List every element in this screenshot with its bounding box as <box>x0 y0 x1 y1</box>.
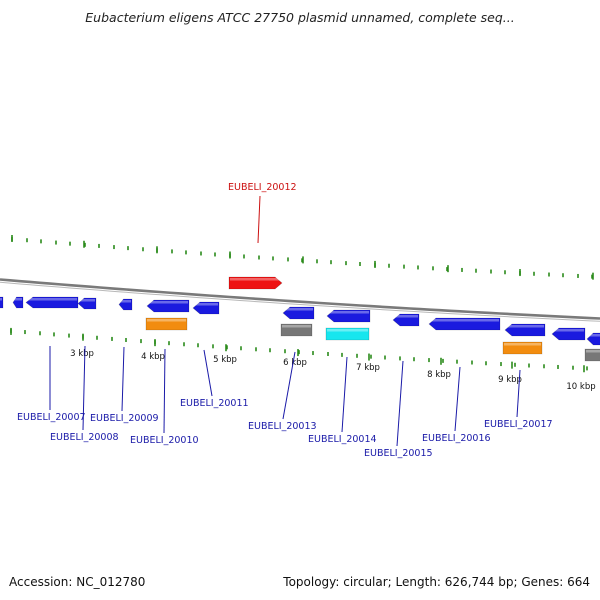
gene-highlight <box>0 298 2 301</box>
gene-feature <box>25 296 79 309</box>
gene-feature <box>586 332 600 346</box>
gene-feature <box>326 309 371 323</box>
scale-label: 9 kbp <box>498 375 522 385</box>
gene-leader-line <box>121 346 125 412</box>
accession-text: Accession: NC_012780 <box>9 575 146 589</box>
gene-highlight <box>194 303 218 306</box>
gene-highlight <box>504 343 541 346</box>
gene-highlight <box>506 325 544 328</box>
gene-highlight <box>430 319 499 322</box>
gene-feature <box>12 296 24 309</box>
gene-highlight <box>79 299 95 302</box>
gene-label: EUBELI_20014 <box>308 434 377 445</box>
gene-feature <box>228 276 283 290</box>
topology-summary: Topology: circular; Length: 626,744 bp; … <box>283 575 590 589</box>
gene-feature <box>392 313 420 327</box>
gene-highlight <box>327 329 368 332</box>
gene-leader-line <box>82 345 86 431</box>
gene-feature <box>280 323 313 337</box>
backbone-shadow <box>0 281 600 322</box>
gene-feature <box>118 298 133 311</box>
scale-label: 3 kbp <box>70 349 94 359</box>
gene-label: EUBELI_20012 <box>228 182 297 193</box>
gene-label: EUBELI_20007 <box>17 412 86 423</box>
gene-feature <box>192 301 220 315</box>
gene-label: EUBELI_20009 <box>90 413 159 424</box>
gene-feature <box>0 296 4 309</box>
scale-label: 5 kbp <box>213 355 237 365</box>
gene-feature <box>551 327 586 341</box>
gene-label: EUBELI_20016 <box>422 433 491 444</box>
gene-highlight <box>27 298 77 301</box>
gene-leader-line <box>341 356 348 433</box>
gene-feature <box>325 327 370 341</box>
gene-label: EUBELI_20017 <box>484 419 553 430</box>
gene-label: EUBELI_20008 <box>50 432 119 443</box>
gene-highlight <box>120 300 131 303</box>
gene-leader-line <box>257 195 261 244</box>
gene-highlight <box>394 315 418 318</box>
scale-label: 6 kbp <box>283 358 307 368</box>
gene-highlight <box>148 301 188 304</box>
gene-highlight <box>284 308 313 311</box>
gene-highlight <box>586 350 600 353</box>
scale-label: 10 kbp <box>566 382 595 392</box>
scale-label: 8 kbp <box>427 370 451 380</box>
gene-highlight <box>147 319 186 322</box>
gene-label: EUBELI_20010 <box>130 435 199 446</box>
gene-label: EUBELI_20011 <box>180 398 249 409</box>
gene-highlight <box>282 325 311 328</box>
gene-feature <box>145 317 188 331</box>
gene-feature <box>502 341 543 355</box>
gene-leader-line <box>454 366 461 432</box>
gene-highlight <box>328 311 369 314</box>
gene-highlight <box>588 334 600 337</box>
gene-feature <box>146 299 190 313</box>
map-title: Eubacterium eligens ATCC 27750 plasmid u… <box>85 10 515 25</box>
gene-leader-line <box>163 348 166 434</box>
scale-label: 7 kbp <box>356 363 380 373</box>
gene-leader-line <box>516 369 521 418</box>
gene-leader-line <box>282 351 296 420</box>
gene-label: EUBELI_20013 <box>248 421 317 432</box>
gene-highlight <box>230 278 281 281</box>
gene-feature <box>584 348 600 362</box>
gene-highlight <box>553 329 584 332</box>
gene-feature <box>504 323 546 337</box>
gene-leader-line <box>396 360 404 447</box>
gene-feature <box>282 306 315 320</box>
gene-feature <box>428 317 501 331</box>
gene-leader-line <box>203 349 213 397</box>
gene-label: EUBELI_20015 <box>364 448 433 459</box>
gene-highlight <box>14 298 22 301</box>
backbone-line <box>0 278 600 320</box>
gene-feature <box>77 297 97 310</box>
scale-label: 4 kbp <box>141 352 165 362</box>
